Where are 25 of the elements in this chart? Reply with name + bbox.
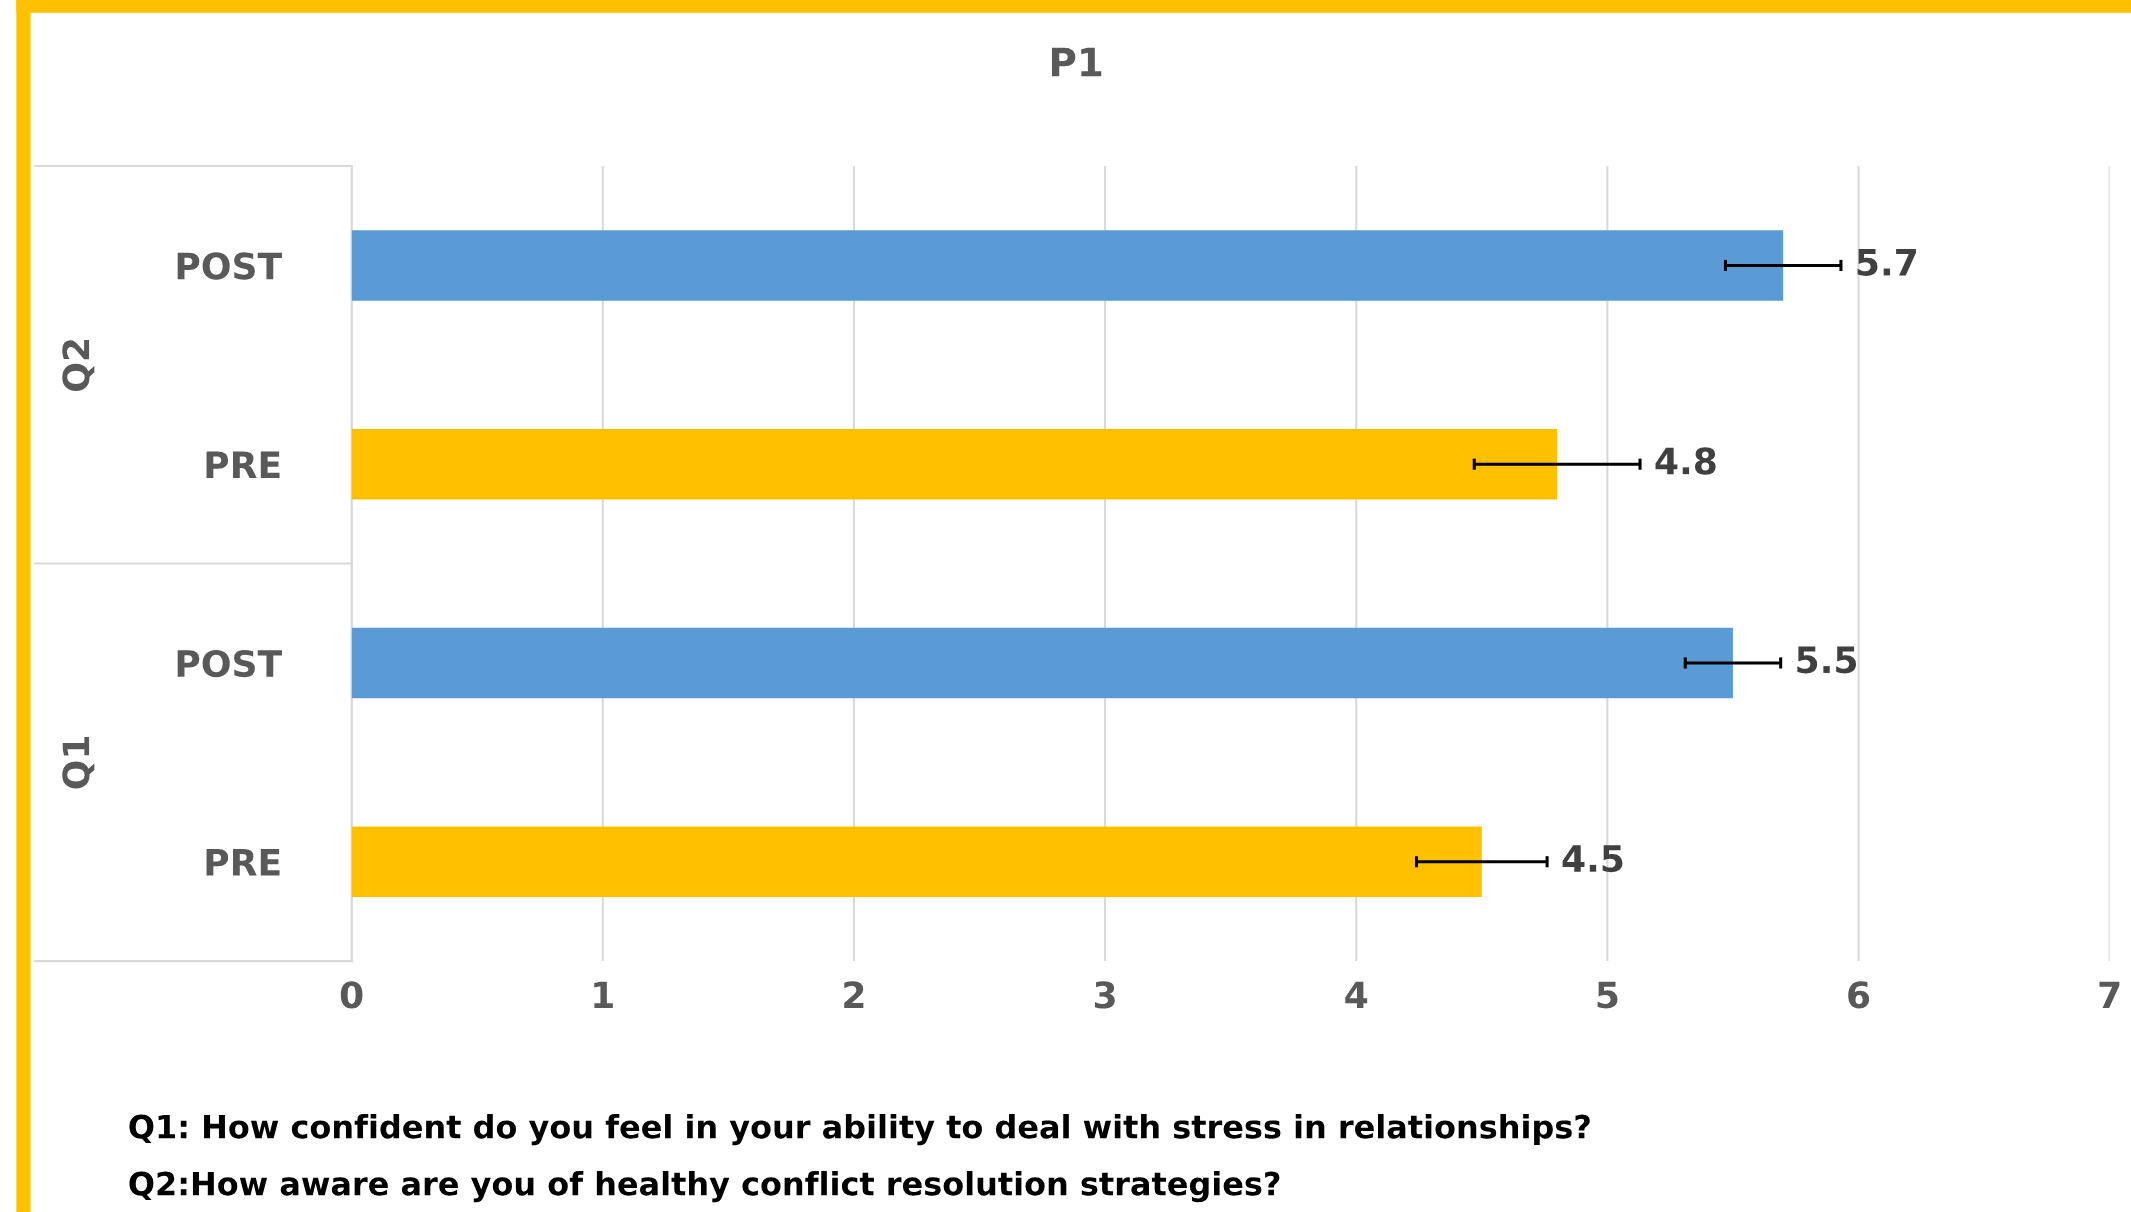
bar xyxy=(351,230,1784,301)
data-label: 4.5 xyxy=(1562,845,1623,873)
chart-title: P1 xyxy=(1051,47,1102,77)
text: Q2:How aware are you of healthy conflict resolution strategies? xyxy=(129,1170,1280,1203)
bar xyxy=(351,428,1558,500)
x-tick-label: 5 xyxy=(1597,981,1618,1009)
bar xyxy=(351,627,1733,699)
x-tick-label: 7 xyxy=(2099,981,2120,1008)
x-tick-label: 0 xyxy=(340,981,363,1009)
bar xyxy=(351,826,1482,898)
data-label: 5.7 xyxy=(1857,249,1916,276)
data-label: 5.5 xyxy=(1797,646,1857,674)
text: Q1 xyxy=(62,736,95,789)
y-tick-label: PRE xyxy=(206,849,280,876)
text: Q1: How confident do you feel in your ability to deal with stress in relationships? xyxy=(129,1114,1590,1146)
x-tick-label: 4 xyxy=(1345,981,1368,1008)
x-tick-label: 3 xyxy=(1094,981,1115,1009)
x-tick-label: 2 xyxy=(844,981,864,1008)
y-tick-label: POST xyxy=(177,649,282,678)
y-tick-label: PRE xyxy=(206,451,280,478)
x-tick-label: 6 xyxy=(1848,981,1870,1009)
x-tick-label: 1 xyxy=(594,981,613,1008)
y-tick-label: POST xyxy=(177,252,282,280)
data-label: 4.8 xyxy=(1655,447,1716,475)
text: Q2 xyxy=(62,340,95,391)
